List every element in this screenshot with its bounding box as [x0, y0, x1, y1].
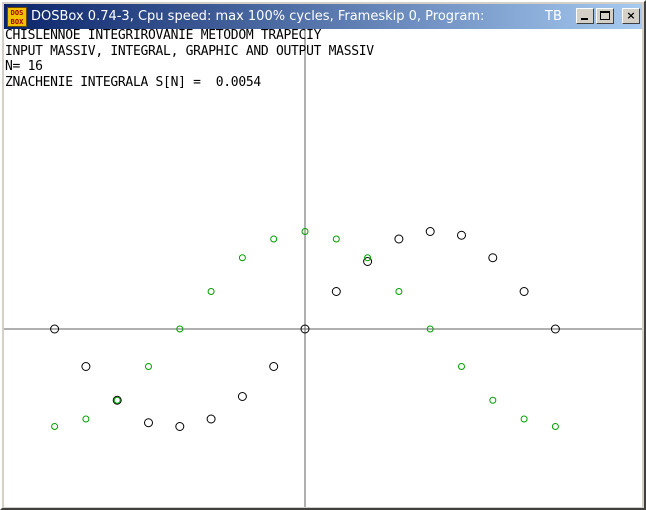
data-point-series-2: [51, 423, 59, 430]
data-point-series-2: [426, 325, 434, 333]
console-line-2: INPUT MASSIV, INTEGRAL, GRAPHIC AND OUTP…: [5, 44, 374, 59]
data-point-series-1: [425, 227, 435, 236]
console-line-3: N= 16: [5, 59, 43, 74]
data-point-series-1: [206, 414, 216, 424]
data-point-series-1: [269, 362, 279, 371]
data-point-series-2: [207, 288, 215, 295]
maximize-icon: [600, 11, 610, 20]
title-bar[interactable]: DOS BOX DOSBox 0.74-3, Cpu speed: max 10…: [4, 4, 642, 29]
dosbox-icon[interactable]: DOS BOX: [7, 7, 27, 27]
console-line-1: CHISLENNOE INTEGRIROVANIE METODOM TRAPEC…: [5, 29, 322, 43]
data-point-series-2: [332, 235, 340, 243]
close-button[interactable]: ×: [622, 8, 640, 24]
data-point-series-2: [176, 325, 184, 333]
data-point-series-1: [331, 287, 341, 296]
data-point-series-2: [270, 235, 278, 243]
close-icon: ×: [626, 9, 636, 22]
data-point-series-2: [520, 415, 528, 423]
dos-screen[interactable]: CHISLENNOE INTEGRIROVANIE METODOM TRAPEC…: [4, 29, 642, 507]
data-point-series-1: [519, 287, 529, 296]
data-point-series-2: [551, 423, 559, 430]
data-point-series-1: [81, 362, 91, 371]
data-point-series-2: [113, 396, 121, 404]
data-point-series-1: [300, 324, 310, 334]
minimize-button[interactable]: [576, 8, 594, 24]
data-point-series-1: [488, 253, 498, 263]
data-point-series-1: [237, 392, 247, 401]
program-name: TB: [545, 9, 562, 24]
data-point-series-2: [301, 228, 309, 235]
data-point-series-1: [112, 395, 122, 405]
console-line-4: ZNACHENIE INTEGRALA S[N] = 0.0054: [5, 75, 261, 90]
data-point-series-2: [364, 254, 372, 262]
scatter-plot: [4, 29, 642, 507]
window-title: DOSBox 0.74-3, Cpu speed: max 100% cycle…: [31, 9, 485, 24]
data-point-series-2: [458, 363, 465, 370]
data-point-series-1: [457, 230, 466, 240]
data-point-series-1: [394, 234, 404, 244]
data-point-series-2: [145, 363, 152, 370]
data-point-series-2: [238, 254, 246, 262]
data-point-series-1: [550, 324, 560, 334]
data-point-series-1: [50, 324, 60, 334]
data-point-series-2: [395, 288, 403, 295]
data-point-series-2: [82, 415, 90, 423]
data-point-series-1: [175, 422, 185, 431]
data-point-series-1: [144, 418, 153, 428]
data-point-series-2: [489, 396, 497, 404]
minimize-icon: [581, 18, 588, 20]
data-point-series-1: [363, 257, 373, 266]
maximize-button[interactable]: [596, 8, 614, 24]
